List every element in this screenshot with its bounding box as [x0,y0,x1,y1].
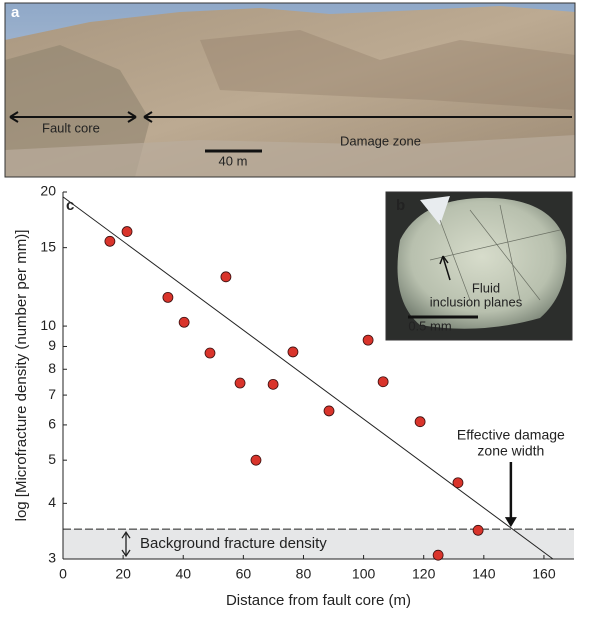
y-axis-label: log [Microfracture density (number per m… [13,230,30,522]
grain [420,196,450,225]
scale-label: 40 m [219,153,248,168]
point [250,454,262,466]
frame [385,191,573,341]
arrowhead [143,111,153,123]
panel-label: b [396,197,405,214]
point [178,316,190,328]
annotation: Effective damage [457,427,565,443]
x-tick-label: 40 [175,566,191,582]
y-tick-label: 15 [40,238,56,254]
point [432,549,444,561]
slope [5,45,150,177]
panel-label: a [11,4,20,21]
point [121,226,133,237]
y-tick-label: 3 [48,550,56,566]
label: Fault core [42,120,100,135]
x-tick-label: 80 [296,566,312,582]
point [204,347,216,359]
x-axis-label: Distance from fault core (m) [226,592,411,609]
y-tick-label: 4 [48,494,56,510]
annotation: inclusion planes [430,294,523,309]
point [104,235,116,247]
arrowhead [504,517,517,528]
point [377,376,389,388]
photo-a: a Fault core Damage zone 40 m [4,2,576,178]
point [234,377,246,389]
point [362,334,374,346]
photo-b: b Fluid inclusion planes 0.5 mm [385,191,573,341]
y-tick-label: 8 [48,360,56,376]
arrowhead [9,111,137,123]
point [414,416,426,428]
x-tick-label: 100 [352,566,376,582]
point [220,271,232,283]
foreground [5,135,575,177]
y-tick-label: 7 [48,386,56,402]
y-tick-label: 6 [48,416,56,432]
inclusion-planes [429,204,561,301]
annotation: Fluid [472,280,500,295]
x-tick-label: 20 [115,566,131,582]
arrowhead [121,531,131,558]
y-tick-label: 9 [48,337,56,353]
point [287,346,299,358]
plot: Background fracture density 3 4 5 6 7 8 9 10 15 20… [13,183,574,609]
point [323,405,335,417]
hillside [5,6,575,177]
x-tick-label: 120 [412,566,436,582]
x-tick-label: 60 [236,566,252,582]
annotation: Background fracture density [140,535,327,552]
point [472,524,484,536]
x-tick-label: 160 [532,566,556,582]
panel-label: c [66,197,74,214]
y-tick-label: 20 [40,183,56,199]
x-tick-label: 0 [59,566,67,582]
point [162,291,174,303]
point [267,378,279,390]
frame [4,2,576,178]
background-band [63,529,574,559]
point [452,477,464,489]
arrow [442,256,451,281]
annotation: zone width [477,443,544,459]
x-tick-label: 140 [472,566,496,582]
y-tick-label: 5 [48,451,56,467]
arrowhead [439,255,449,265]
fit-line [62,196,554,560]
grain [397,197,567,329]
scale-label: 0.5 mm [408,318,451,333]
label: Damage zone [340,133,421,148]
y-tick-label: 10 [40,317,56,333]
slope [200,30,575,110]
